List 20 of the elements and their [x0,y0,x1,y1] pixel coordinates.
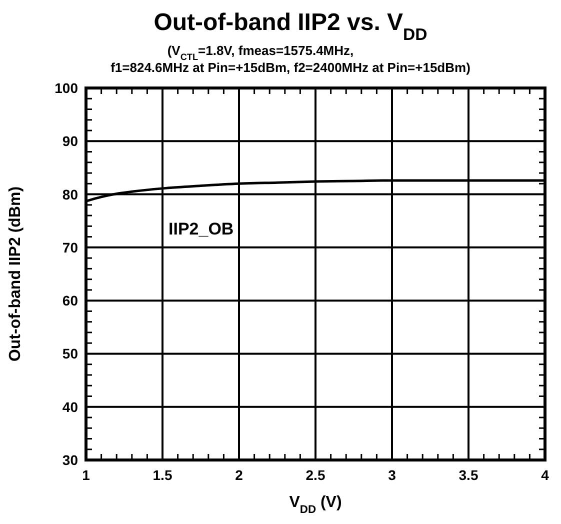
y-tick-label: 80 [62,186,78,202]
y-tick-label: 90 [62,133,78,150]
y-tick-label: 40 [62,398,78,415]
y-tick-label: 60 [62,292,78,309]
y-tick-label: 50 [62,346,78,362]
x-tick-label: 2 [235,467,244,483]
y-axis-title: Out-of-band IIP2 (dBm) [7,186,24,362]
x-tick-label: 3.5 [458,467,478,483]
chart-subtitle: (V$_{CTL}$=1.8V, fmeas=1575.4MHz, f1=824.6MHz at Pin=+15dBm, f2=2400MHz at Pin=+15dBm) [110,43,470,75]
x-tick-label: 1 [82,467,90,483]
y-tick-label: 30 [62,452,78,468]
x-tick-label: 3 [388,467,396,483]
y-tick-label: 70 [62,239,78,256]
x-tick-label: 4 [541,467,550,483]
series-label: IIP2_OB [168,219,234,238]
x-tick-label: 2.5 [306,467,326,483]
chart-title: Out-of-band IIP2 vs. V$_{DD}$ [154,9,428,44]
x-tick-label: 1.5 [152,467,172,483]
x-axis-title: V$_{DD}$ (V) [289,494,342,516]
y-tick-label: 100 [54,80,78,96]
